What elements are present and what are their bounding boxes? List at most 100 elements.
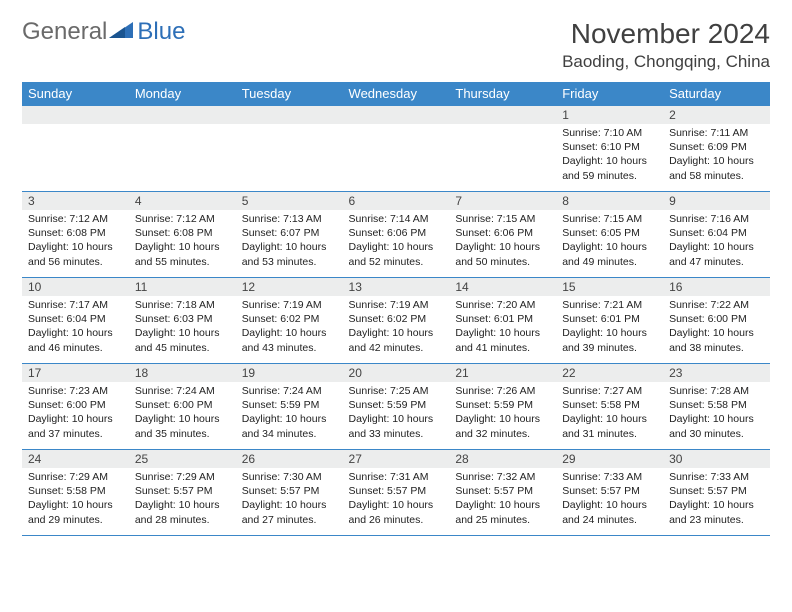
day-details: Sunrise: 7:16 AMSunset: 6:04 PMDaylight:…: [663, 210, 770, 273]
day-details: Sunrise: 7:19 AMSunset: 6:02 PMDaylight:…: [236, 296, 343, 359]
sunset-text: Sunset: 6:00 PM: [669, 312, 764, 326]
calendar-cell: 1Sunrise: 7:10 AMSunset: 6:10 PMDaylight…: [556, 106, 663, 192]
calendar-cell: 16Sunrise: 7:22 AMSunset: 6:00 PMDayligh…: [663, 278, 770, 364]
sunset-text: Sunset: 6:02 PM: [242, 312, 337, 326]
daylight-text: Daylight: 10 hours and 33 minutes.: [349, 412, 444, 440]
calendar-row: 3Sunrise: 7:12 AMSunset: 6:08 PMDaylight…: [22, 192, 770, 278]
sunset-text: Sunset: 5:59 PM: [242, 398, 337, 412]
day-details: Sunrise: 7:12 AMSunset: 6:08 PMDaylight:…: [22, 210, 129, 273]
col-monday: Monday: [129, 82, 236, 106]
sunrise-text: Sunrise: 7:29 AM: [135, 470, 230, 484]
daylight-text: Daylight: 10 hours and 24 minutes.: [562, 498, 657, 526]
sunset-text: Sunset: 5:58 PM: [669, 398, 764, 412]
day-details: Sunrise: 7:10 AMSunset: 6:10 PMDaylight:…: [556, 124, 663, 187]
sunrise-text: Sunrise: 7:27 AM: [562, 384, 657, 398]
daylight-text: Daylight: 10 hours and 29 minutes.: [28, 498, 123, 526]
calendar-cell: 2Sunrise: 7:11 AMSunset: 6:09 PMDaylight…: [663, 106, 770, 192]
calendar-table: Sunday Monday Tuesday Wednesday Thursday…: [22, 82, 770, 536]
calendar-cell: [449, 106, 556, 192]
sunrise-text: Sunrise: 7:13 AM: [242, 212, 337, 226]
daylight-text: Daylight: 10 hours and 58 minutes.: [669, 154, 764, 182]
sunrise-text: Sunrise: 7:33 AM: [669, 470, 764, 484]
sunrise-text: Sunrise: 7:18 AM: [135, 298, 230, 312]
calendar-cell: 23Sunrise: 7:28 AMSunset: 5:58 PMDayligh…: [663, 364, 770, 450]
sunrise-text: Sunrise: 7:19 AM: [242, 298, 337, 312]
sunset-text: Sunset: 6:10 PM: [562, 140, 657, 154]
calendar-cell: 15Sunrise: 7:21 AMSunset: 6:01 PMDayligh…: [556, 278, 663, 364]
title-block: November 2024 Baoding, Chongqing, China: [562, 18, 770, 72]
daylight-text: Daylight: 10 hours and 56 minutes.: [28, 240, 123, 268]
day-number: 30: [663, 450, 770, 468]
daylight-text: Daylight: 10 hours and 25 minutes.: [455, 498, 550, 526]
logo-triangle-icon: [109, 20, 135, 45]
calendar-row: 24Sunrise: 7:29 AMSunset: 5:58 PMDayligh…: [22, 450, 770, 536]
empty-day: [449, 106, 556, 124]
day-details: Sunrise: 7:19 AMSunset: 6:02 PMDaylight:…: [343, 296, 450, 359]
sunrise-text: Sunrise: 7:17 AM: [28, 298, 123, 312]
sunrise-text: Sunrise: 7:15 AM: [562, 212, 657, 226]
sunset-text: Sunset: 5:57 PM: [562, 484, 657, 498]
sunrise-text: Sunrise: 7:20 AM: [455, 298, 550, 312]
day-details: Sunrise: 7:21 AMSunset: 6:01 PMDaylight:…: [556, 296, 663, 359]
sunrise-text: Sunrise: 7:23 AM: [28, 384, 123, 398]
calendar-cell: 7Sunrise: 7:15 AMSunset: 6:06 PMDaylight…: [449, 192, 556, 278]
col-tuesday: Tuesday: [236, 82, 343, 106]
day-number: 14: [449, 278, 556, 296]
calendar-cell: 11Sunrise: 7:18 AMSunset: 6:03 PMDayligh…: [129, 278, 236, 364]
header-row: Sunday Monday Tuesday Wednesday Thursday…: [22, 82, 770, 106]
day-number: 28: [449, 450, 556, 468]
calendar-cell: 25Sunrise: 7:29 AMSunset: 5:57 PMDayligh…: [129, 450, 236, 536]
calendar-cell: 26Sunrise: 7:30 AMSunset: 5:57 PMDayligh…: [236, 450, 343, 536]
sunrise-text: Sunrise: 7:30 AM: [242, 470, 337, 484]
calendar-cell: 21Sunrise: 7:26 AMSunset: 5:59 PMDayligh…: [449, 364, 556, 450]
sunrise-text: Sunrise: 7:33 AM: [562, 470, 657, 484]
day-number: 10: [22, 278, 129, 296]
calendar-cell: 5Sunrise: 7:13 AMSunset: 6:07 PMDaylight…: [236, 192, 343, 278]
calendar-cell: 18Sunrise: 7:24 AMSunset: 6:00 PMDayligh…: [129, 364, 236, 450]
daylight-text: Daylight: 10 hours and 23 minutes.: [669, 498, 764, 526]
sunrise-text: Sunrise: 7:32 AM: [455, 470, 550, 484]
day-details: Sunrise: 7:32 AMSunset: 5:57 PMDaylight:…: [449, 468, 556, 531]
day-details: Sunrise: 7:29 AMSunset: 5:58 PMDaylight:…: [22, 468, 129, 531]
day-number: 4: [129, 192, 236, 210]
daylight-text: Daylight: 10 hours and 37 minutes.: [28, 412, 123, 440]
sunset-text: Sunset: 6:00 PM: [135, 398, 230, 412]
day-number: 29: [556, 450, 663, 468]
sunset-text: Sunset: 5:57 PM: [242, 484, 337, 498]
day-number: 22: [556, 364, 663, 382]
logo: General Blue: [22, 18, 185, 46]
calendar-cell: 4Sunrise: 7:12 AMSunset: 6:08 PMDaylight…: [129, 192, 236, 278]
day-details: Sunrise: 7:17 AMSunset: 6:04 PMDaylight:…: [22, 296, 129, 359]
day-number: 18: [129, 364, 236, 382]
calendar-cell: [236, 106, 343, 192]
daylight-text: Daylight: 10 hours and 35 minutes.: [135, 412, 230, 440]
day-details: Sunrise: 7:12 AMSunset: 6:08 PMDaylight:…: [129, 210, 236, 273]
sunset-text: Sunset: 6:08 PM: [28, 226, 123, 240]
day-details: Sunrise: 7:26 AMSunset: 5:59 PMDaylight:…: [449, 382, 556, 445]
sunset-text: Sunset: 6:04 PM: [28, 312, 123, 326]
calendar-cell: 24Sunrise: 7:29 AMSunset: 5:58 PMDayligh…: [22, 450, 129, 536]
day-number: 19: [236, 364, 343, 382]
calendar-cell: 22Sunrise: 7:27 AMSunset: 5:58 PMDayligh…: [556, 364, 663, 450]
day-number: 9: [663, 192, 770, 210]
sunset-text: Sunset: 6:07 PM: [242, 226, 337, 240]
sunset-text: Sunset: 6:09 PM: [669, 140, 764, 154]
calendar-cell: [129, 106, 236, 192]
sunset-text: Sunset: 6:05 PM: [562, 226, 657, 240]
calendar-cell: [343, 106, 450, 192]
day-number: 11: [129, 278, 236, 296]
day-number: 20: [343, 364, 450, 382]
page-title: November 2024: [562, 18, 770, 50]
daylight-text: Daylight: 10 hours and 42 minutes.: [349, 326, 444, 354]
sunrise-text: Sunrise: 7:11 AM: [669, 126, 764, 140]
sunrise-text: Sunrise: 7:24 AM: [242, 384, 337, 398]
day-details: Sunrise: 7:30 AMSunset: 5:57 PMDaylight:…: [236, 468, 343, 531]
calendar-cell: 20Sunrise: 7:25 AMSunset: 5:59 PMDayligh…: [343, 364, 450, 450]
day-number: 5: [236, 192, 343, 210]
daylight-text: Daylight: 10 hours and 46 minutes.: [28, 326, 123, 354]
day-number: 15: [556, 278, 663, 296]
day-number: 17: [22, 364, 129, 382]
sunrise-text: Sunrise: 7:21 AM: [562, 298, 657, 312]
day-details: Sunrise: 7:27 AMSunset: 5:58 PMDaylight:…: [556, 382, 663, 445]
day-number: 3: [22, 192, 129, 210]
